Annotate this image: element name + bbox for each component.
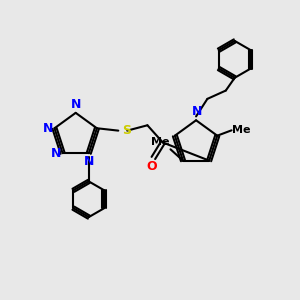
Text: N: N (70, 98, 81, 111)
Text: N: N (84, 155, 94, 168)
Text: S: S (122, 124, 131, 137)
Text: N: N (43, 122, 53, 135)
Text: Me: Me (232, 125, 251, 135)
Text: O: O (147, 160, 157, 173)
Text: N: N (51, 147, 61, 160)
Text: N: N (191, 105, 202, 118)
Text: Me: Me (151, 137, 169, 147)
